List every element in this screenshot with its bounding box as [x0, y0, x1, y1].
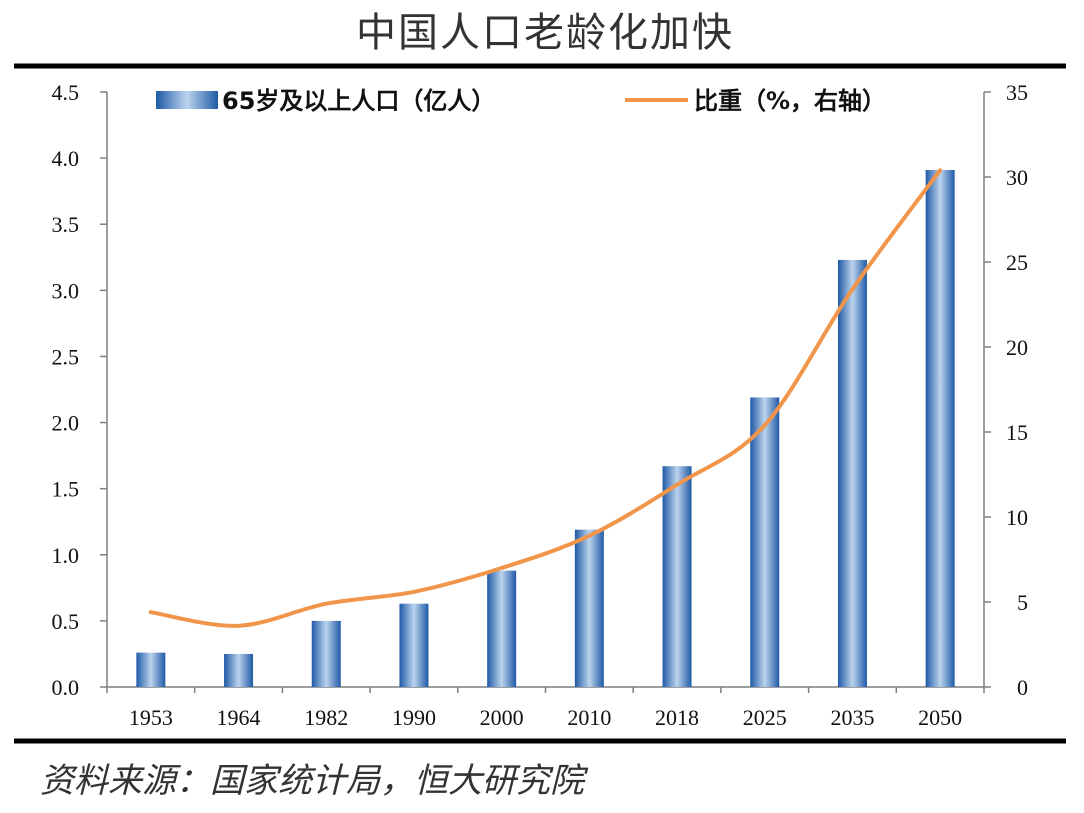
bar — [487, 570, 517, 687]
source-note: 资料来源：国家统计局，恒大研究院 — [40, 761, 589, 801]
y-right-tick-label: 0 — [1017, 675, 1028, 700]
y-right-tick-label: 15 — [1006, 420, 1028, 445]
x-tick-label: 1964 — [217, 705, 261, 730]
x-tick-label: 2035 — [830, 705, 874, 730]
bar — [574, 529, 604, 687]
y-right-tick-label: 35 — [1006, 80, 1028, 105]
y-left-tick-label: 3.0 — [52, 278, 80, 303]
plot-area: 0.00.51.01.52.02.53.03.54.04.50510152025… — [52, 80, 1029, 730]
y-left-tick-label: 3.5 — [52, 212, 80, 237]
y-left-tick-label: 2.5 — [52, 344, 80, 369]
y-left-tick-label: 1.0 — [52, 543, 80, 568]
bar — [662, 466, 692, 687]
y-left-tick-label: 2.0 — [52, 411, 80, 436]
legend: 65岁及以上人口（亿人） 比重（%，右轴） — [156, 87, 886, 115]
x-tick-label: 2000 — [480, 705, 524, 730]
y-left-tick-label: 0.0 — [52, 675, 80, 700]
x-tick-label: 2050 — [918, 705, 962, 730]
y-right-tick-label: 25 — [1006, 250, 1028, 275]
bar — [750, 397, 780, 687]
y-right-tick-label: 30 — [1006, 165, 1028, 190]
chart-title: 中国人口老龄化加快 — [356, 10, 734, 56]
legend-swatch-bars — [156, 91, 218, 109]
y-left-tick-label: 1.5 — [52, 477, 80, 502]
bar — [311, 620, 341, 687]
y-left-tick-label: 4.0 — [52, 146, 80, 171]
x-tick-label: 2010 — [567, 705, 611, 730]
bar — [925, 170, 955, 687]
y-right-tick-label: 10 — [1006, 505, 1028, 530]
x-tick-label: 1982 — [304, 705, 348, 730]
x-tick-label: 1990 — [392, 705, 436, 730]
x-tick-label: 2025 — [743, 705, 787, 730]
bar — [224, 653, 254, 687]
series-line-ratio — [148, 168, 943, 628]
legend-label-bars: 65岁及以上人口（亿人） — [222, 87, 495, 115]
x-tick-label: 1953 — [129, 705, 173, 730]
bar — [837, 259, 867, 687]
legend-label-line: 比重（%，右轴） — [694, 87, 886, 115]
y-right-tick-label: 20 — [1006, 335, 1028, 360]
bar — [399, 603, 429, 687]
x-tick-label: 2018 — [655, 705, 699, 730]
y-left-tick-label: 4.5 — [52, 80, 80, 105]
y-right-tick-label: 5 — [1017, 590, 1028, 615]
y-left-tick-label: 0.5 — [52, 609, 80, 634]
bar — [136, 652, 166, 687]
